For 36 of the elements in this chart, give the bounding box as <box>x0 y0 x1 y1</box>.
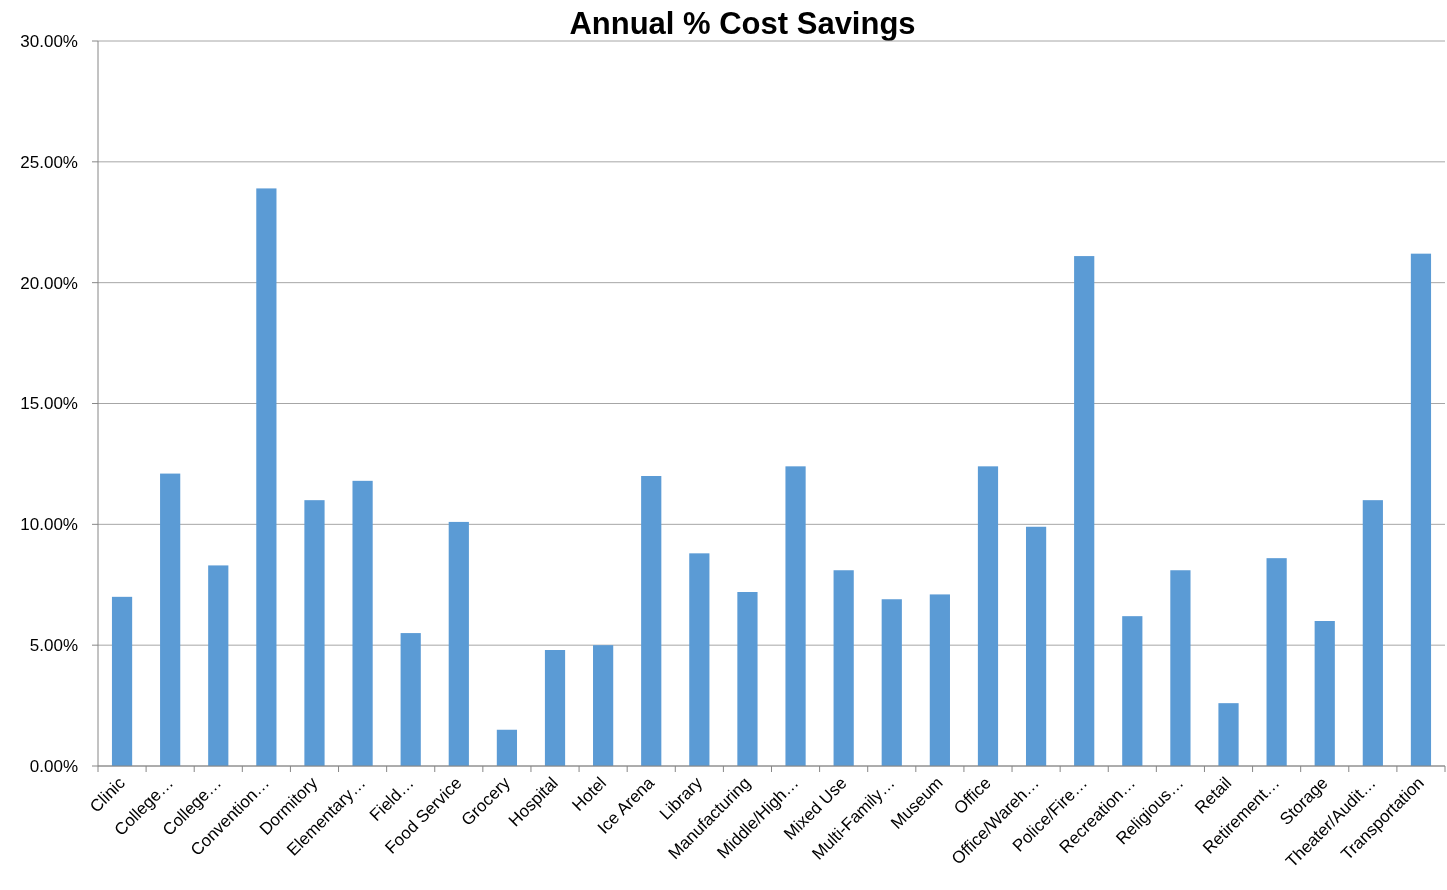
bar <box>1122 616 1143 766</box>
y-tick-label: 30.00% <box>20 31 78 51</box>
bar <box>352 480 373 766</box>
bar <box>400 633 421 766</box>
bar <box>160 473 181 766</box>
bar <box>1410 253 1432 766</box>
y-tick-label: 25.00% <box>20 152 78 172</box>
bar <box>111 596 133 766</box>
chart-title: Annual % Cost Savings <box>569 6 916 41</box>
bar <box>785 466 806 766</box>
bar <box>208 565 229 766</box>
bar <box>977 466 999 766</box>
bar <box>1266 558 1287 766</box>
bar <box>448 521 469 766</box>
bar <box>1170 570 1191 766</box>
bar <box>544 650 566 766</box>
y-tick-label: 0.00% <box>29 756 78 776</box>
y-tick-label: 10.00% <box>20 515 78 535</box>
bar <box>1218 703 1239 766</box>
bar <box>833 570 854 766</box>
bar <box>1074 256 1095 766</box>
bar <box>689 553 710 766</box>
y-tick-label: 20.00% <box>20 273 78 293</box>
bar <box>1025 526 1047 766</box>
y-tick-label: 15.00% <box>20 394 78 414</box>
bar <box>304 500 325 766</box>
bar <box>593 645 614 766</box>
bar <box>1314 621 1335 766</box>
y-tick-label: 5.00% <box>29 636 78 656</box>
bar <box>881 599 902 766</box>
bar <box>1362 500 1383 766</box>
bar <box>641 476 662 766</box>
bar <box>929 594 950 766</box>
bar <box>737 592 758 766</box>
bar <box>256 188 277 766</box>
bar <box>496 729 518 766</box>
